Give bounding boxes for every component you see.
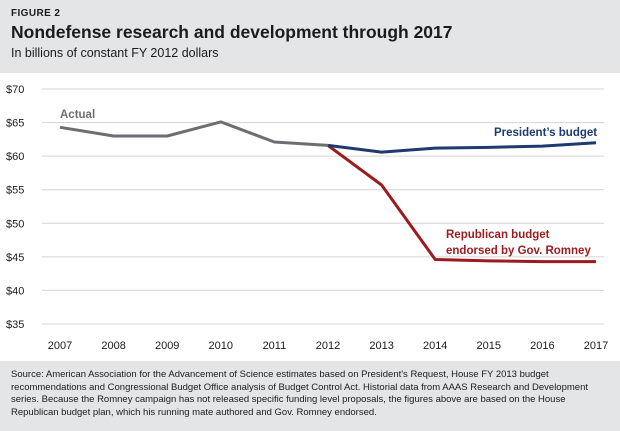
y-tick-label: $45 <box>6 252 24 264</box>
y-tick-label: $55 <box>6 185 24 197</box>
plot-background <box>0 73 620 361</box>
label-actual: Actual <box>60 109 95 121</box>
label-republican-budget-line1: Republican budget <box>446 229 550 241</box>
y-tick-label: $50 <box>6 218 24 230</box>
y-tick-label: $65 <box>6 118 24 130</box>
series-line-presidents-budget <box>327 141 597 154</box>
x-tick-label: 2010 <box>209 340 233 352</box>
x-tick-label: 2017 <box>584 340 608 352</box>
series-line-actual <box>59 120 329 147</box>
x-tick-label: 2012 <box>316 340 340 352</box>
y-tick-label: $70 <box>6 84 24 96</box>
footer-band <box>0 361 620 431</box>
header-band <box>0 0 620 73</box>
y-tick-label: $60 <box>6 151 24 163</box>
x-tick-label: 2011 <box>263 340 287 352</box>
figure-label: FIGURE 2 <box>11 8 61 19</box>
x-tick-label: 2008 <box>101 340 125 352</box>
x-tick-label: 2016 <box>530 340 554 352</box>
label-presidents-budget: President’s budget <box>494 127 597 139</box>
source-note: Source: American Association for the Adv… <box>11 369 588 418</box>
y-tick-label: $40 <box>6 285 24 297</box>
label-republican-budget-line2: endorsed by Gov. Romney <box>446 245 591 257</box>
x-tick-label: 2014 <box>423 340 447 352</box>
chart-title: Nondefense research and development thro… <box>11 22 453 42</box>
x-tick-label: 2015 <box>477 340 501 352</box>
x-tick-label: 2007 <box>48 340 72 352</box>
series-line-republican-budget <box>327 144 596 264</box>
y-tick-label: $35 <box>6 319 24 331</box>
x-tick-label: 2009 <box>155 340 179 352</box>
x-tick-label: 2013 <box>369 340 393 352</box>
chart-subtitle: In billions of constant FY 2012 dollars <box>11 46 219 60</box>
